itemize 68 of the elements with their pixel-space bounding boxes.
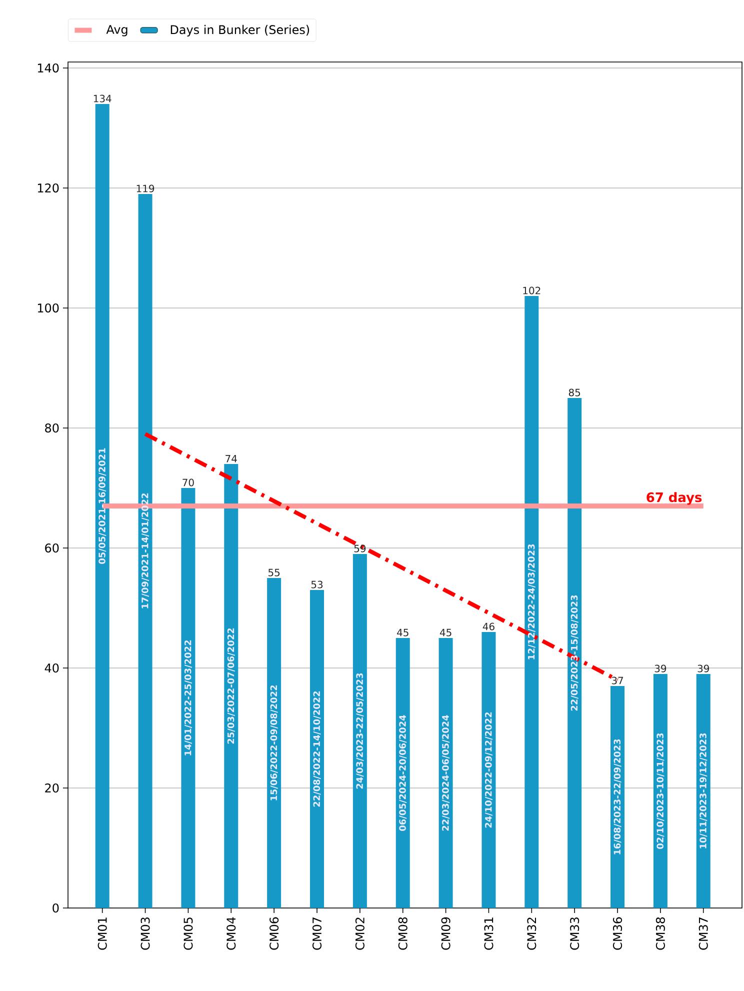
annotation: 10/11/2023-19/12/2023: [700, 733, 708, 848]
legend-label: Days in Bunker (Series): [170, 24, 310, 36]
data-label: 70: [182, 478, 194, 486]
data-label: 46: [482, 622, 494, 630]
x-tick-label: CM31: [484, 918, 494, 950]
annotation: 02/10/2023-10/11/2023: [656, 733, 664, 849]
annotation: 14/01/2022-25/03/2022: [184, 640, 192, 756]
y-tick-label: 0: [52, 903, 59, 913]
x-tick-label: CM04: [226, 917, 236, 950]
annotation: 15/06/2022-09/08/2022: [270, 685, 278, 800]
x-tick-label: CM08: [398, 917, 408, 950]
annotation: 24/03/2023-22/05/2023: [356, 673, 364, 789]
x-tick-label: CM01: [98, 918, 107, 950]
x-tick-label: CM07: [312, 918, 322, 950]
bar: [181, 488, 196, 908]
bar: [95, 104, 110, 908]
annotation: 16/08/2023-22/09/2023: [614, 739, 622, 854]
annotation: 22/05/2023-15/08/2023: [570, 595, 578, 711]
annotation: 25/03/2022-07/06/2022: [227, 628, 235, 744]
annotation: 22/03/2024-06/05/2024: [442, 715, 450, 831]
data-label: 53: [311, 580, 323, 588]
bar: [396, 638, 410, 908]
bar: [568, 398, 582, 908]
bar: [438, 638, 453, 908]
bar: [310, 590, 324, 908]
annotation: 22/08/2022-14/10/2022: [313, 691, 321, 807]
legend-label: Avg: [106, 25, 128, 36]
bar: [138, 194, 152, 908]
data-label: 134: [94, 94, 112, 102]
y-tick-label: 40: [44, 663, 59, 673]
x-tick-label: CM37: [698, 918, 708, 950]
y-tick-label: 20: [45, 783, 59, 793]
annotation: 12/12/2022-24/03/2023: [528, 544, 536, 660]
y-tick-label: 80: [45, 423, 59, 433]
data-label: 39: [654, 664, 666, 672]
x-tick-label: CM09: [441, 917, 450, 950]
y-tick-label: 140: [38, 63, 59, 73]
data-label: 119: [136, 184, 154, 192]
bar: [224, 464, 238, 908]
y-tick-label: 100: [38, 303, 59, 313]
data-label: 59: [354, 544, 366, 552]
data-label: 37: [612, 676, 623, 684]
x-tick-label: CM38: [656, 917, 665, 950]
x-tick-label: CM03: [140, 917, 150, 950]
annotation: 24/10/2022-09/12/2022: [484, 712, 492, 828]
data-label: 45: [440, 628, 452, 636]
data-label: 55: [268, 568, 280, 576]
bar: [352, 554, 367, 908]
x-tick-label: CM05: [184, 918, 193, 950]
x-tick-label: CM02: [355, 918, 364, 950]
annotation: 05/05/2021-16/09/2021: [98, 448, 106, 564]
annotation: 67 days: [646, 492, 702, 505]
data-label: 102: [523, 286, 540, 294]
y-tick-label: 120: [38, 183, 59, 193]
bar: [524, 296, 539, 908]
data-label: 39: [698, 664, 710, 672]
annotation: 06/05/2024-20/06/2024: [399, 715, 407, 831]
x-tick-label: CM32: [527, 918, 536, 950]
y-tick-label: 60: [45, 543, 59, 553]
annotation: 17/09/2021-14/01/2022: [142, 493, 150, 608]
x-tick-label: CM33: [570, 917, 580, 950]
data-label: 85: [568, 388, 580, 396]
bar: [267, 578, 282, 908]
x-tick-label: CM36: [612, 917, 622, 950]
data-label: 45: [397, 628, 408, 636]
bar: [482, 632, 496, 908]
data-label: 74: [226, 455, 237, 462]
x-tick-label: CM06: [270, 917, 279, 950]
